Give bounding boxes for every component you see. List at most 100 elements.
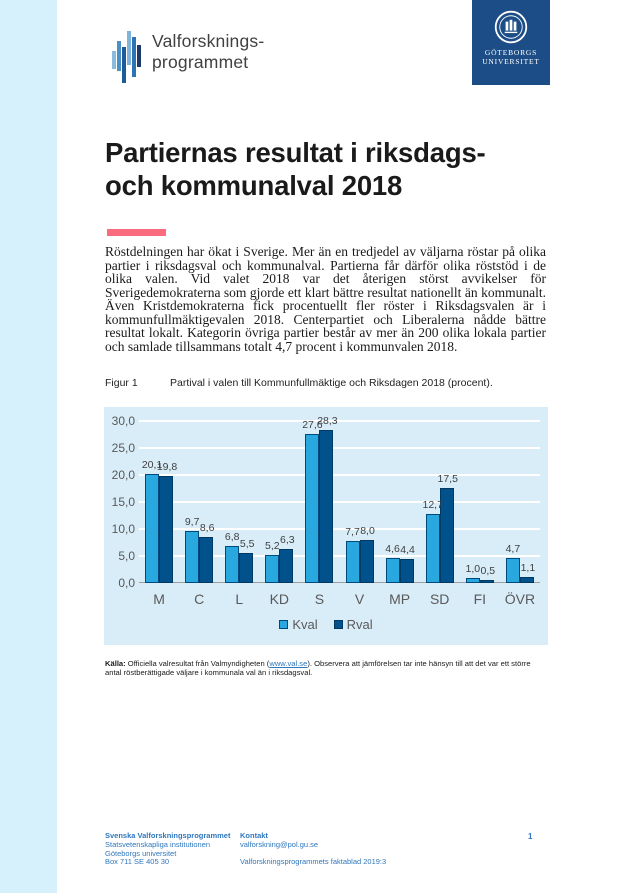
x-axis-label-FI: FI	[473, 591, 487, 607]
gridline	[139, 474, 540, 476]
bar-Rval-M	[159, 476, 174, 583]
x-axis-label-ÖVR: ÖVR	[504, 591, 536, 607]
valforskningsprogrammet-logo: Valforsknings- programmet	[112, 31, 264, 85]
logo-wordmark: Valforsknings- programmet	[152, 31, 265, 72]
data-label-Kval-FI: 1,0	[465, 563, 481, 575]
y-axis-tick-label: 15,0	[111, 495, 135, 509]
contact-label: Kontakt	[240, 831, 268, 840]
data-label-Rval-V: 8,0	[360, 525, 375, 537]
data-label-Kval-M: 20,1	[141, 459, 163, 471]
bar-Rval-V	[359, 540, 374, 583]
data-label-Kval-MP: 4,6	[385, 543, 400, 555]
data-label-Rval-ÖVR: 1,1	[520, 562, 536, 574]
x-axis-label-V: V	[354, 591, 365, 607]
gridline	[139, 420, 540, 422]
bar-Kval-L	[225, 546, 240, 583]
bar-group-C: 9,7 8,6	[179, 421, 219, 583]
figure-caption-text: Partival i valen till Kommunfullmäktige …	[170, 377, 493, 389]
y-axis-tick-label: 5,0	[118, 549, 135, 563]
data-label-Kval-L: 6,8	[224, 531, 240, 543]
bar-Kval-KD	[265, 555, 280, 583]
bar-Rval-SD	[439, 488, 454, 583]
data-label-Rval-S: 28,3	[317, 415, 338, 427]
bar-Kval-M	[145, 474, 160, 583]
data-label-Kval-KD: 5,2	[265, 540, 280, 552]
bar-group-ÖVR: 4,7 1,1	[500, 421, 540, 583]
bar-group-KD: 5,2 6,3	[259, 421, 299, 583]
data-label-Rval-C: 8,6	[199, 522, 215, 534]
plot-area: 20,1 19,8 9,7 8,6 6,8 5,5 5,2 6,3 27,6 28,3 7,7 8,0…	[139, 415, 540, 583]
y-axis-tick-label: 30,0	[111, 414, 135, 428]
legend-swatch-Rval	[333, 620, 343, 629]
x-axis-label-M: M	[153, 591, 165, 607]
page-number: 1	[528, 832, 533, 841]
bar-Kval-MP	[385, 558, 400, 583]
bar-chart-logo-icon	[112, 31, 142, 85]
bar-group-FI: 1,0 0,5	[460, 421, 500, 583]
legend-item-Rval: Rval	[333, 617, 373, 632]
source-note: Källa: Officiella valresultat från Valmy…	[105, 659, 531, 678]
y-axis-tick-label: 0,0	[118, 576, 135, 590]
data-label-Rval-FI: 0,5	[480, 565, 496, 577]
footer: Svenska Valforskningsprogrammet Statsvet…	[105, 831, 546, 867]
chart-legend: Kval Rval	[104, 617, 548, 632]
data-label-Rval-SD: 17,5	[437, 473, 458, 485]
gridline	[139, 528, 540, 530]
bar-group-SD: 12,7 17,5	[420, 421, 460, 583]
contact-email[interactable]: valforskning@pol.gu.se	[240, 839, 319, 849]
x-axis-label-SD: SD	[429, 591, 450, 607]
bar-Rval-ÖVR	[519, 577, 534, 583]
bar-Rval-C	[199, 537, 214, 583]
bar-Kval-V	[345, 541, 360, 583]
page-title: Partiernas resultat i riksdags- och komm…	[105, 137, 486, 201]
figure-number: Figur 1	[105, 377, 138, 389]
bar-Kval-S	[305, 434, 320, 583]
bar-Rval-FI	[479, 580, 494, 583]
gothenburg-university-logo: GÖTEBORGS UNIVERSITET	[472, 0, 550, 85]
party-results-bar-chart: 0,0 5,0 10,0 15,0 20,0 25,0 30,0 20,1 19,8 9,7 8,6…	[104, 407, 548, 645]
data-label-Rval-L: 5,5	[239, 538, 255, 550]
x-axis-label-MP: MP	[389, 591, 411, 607]
y-axis-tick-label: 20,0	[111, 468, 135, 482]
left-accent-band	[0, 0, 57, 893]
university-name: GÖTEBORGS UNIVERSITET	[482, 48, 540, 66]
bar-Kval-FI	[465, 578, 480, 583]
figure-caption: Figur 1 Partival i valen till Kommunfull…	[105, 377, 546, 389]
gridline	[139, 555, 540, 557]
data-label-Rval-KD: 6,3	[280, 534, 295, 546]
intro-paragraph: Röstdelningen har ökat i Sverige. Mer än…	[105, 244, 546, 354]
publication-id: Valforskningsprogrammets faktablad 2019:…	[240, 857, 387, 867]
val-se-link[interactable]: www.val.se	[269, 659, 308, 668]
legend-item-Kval: Kval	[279, 617, 318, 632]
x-axis-label-L: L	[235, 591, 244, 607]
bar-group-V: 7,7 8,0	[339, 421, 379, 583]
bar-group-M: 20,1 19,8	[139, 421, 179, 583]
y-axis-tick-label: 10,0	[111, 522, 135, 536]
data-label-Kval-C: 9,7	[184, 516, 200, 528]
bar-Rval-L	[239, 553, 254, 583]
x-axis-line	[139, 582, 540, 583]
title-accent-bar	[107, 229, 166, 236]
footer-org-block: Svenska Valforskningsprogrammet Statsvet…	[105, 831, 231, 867]
bar-group-L: 6,8 5,5	[219, 421, 259, 583]
x-axis-labels: M C L KD S V MP SD FI ÖVR	[139, 591, 540, 607]
data-label-Rval-M: 19,8	[156, 461, 178, 473]
source-label: Källa:	[105, 659, 126, 668]
y-axis-tick-label: 25,0	[111, 441, 135, 455]
x-axis-label-S: S	[314, 591, 325, 607]
bar-Kval-C	[185, 531, 200, 583]
data-label-Kval-S: 27,6	[302, 419, 323, 431]
legend-label-Kval: Kval	[292, 617, 318, 632]
data-label-Kval-ÖVR: 4,7	[505, 543, 521, 555]
bar-Rval-KD	[279, 549, 294, 583]
gridline	[139, 501, 540, 503]
x-axis-label-C: C	[194, 591, 205, 607]
bar-Kval-SD	[425, 514, 440, 583]
x-axis-label-KD: KD	[269, 591, 290, 607]
data-label-Rval-MP: 4,4	[400, 544, 415, 556]
footer-contact-block: Kontakt valforskning@pol.gu.se Valforskn…	[240, 831, 440, 867]
bar-group-MP: 4,6 4,4	[380, 421, 420, 583]
bar-group-S: 27,6 28,3	[299, 415, 339, 583]
bar-Rval-S	[319, 430, 334, 583]
legend-swatch-Kval	[279, 620, 289, 629]
